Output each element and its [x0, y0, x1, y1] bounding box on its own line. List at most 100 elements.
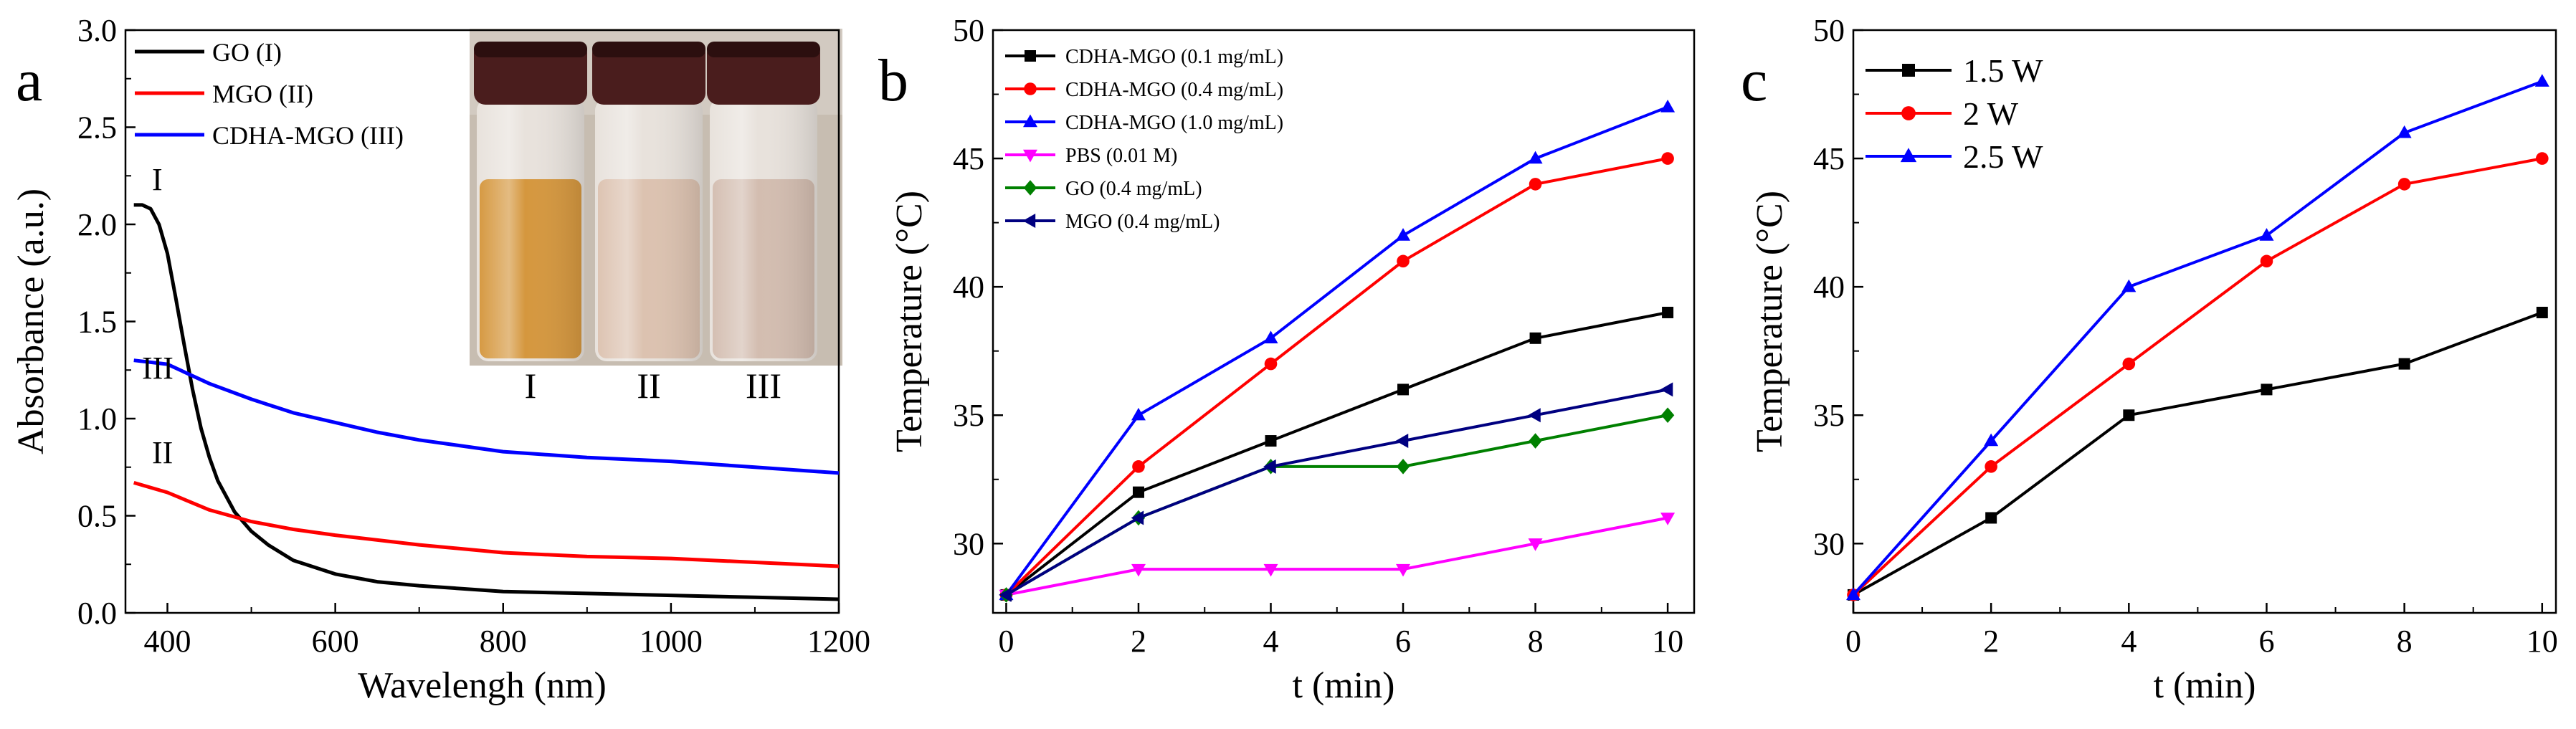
data-point: [2123, 409, 2135, 421]
legend-label: 1.5 W: [1963, 52, 2043, 89]
legend-label: CDHA-MGO (III): [212, 121, 404, 150]
legend-label: GO (0.4 mg/mL): [1065, 178, 1202, 200]
series-line-2: [1852, 157, 2543, 596]
panel-b-x-tick-label: 6: [1395, 624, 1411, 659]
data-point: [2260, 254, 2273, 268]
data-point: [2397, 178, 2411, 191]
data-point: [1529, 433, 1542, 449]
panel-b-y-tick-label: 40: [953, 270, 984, 305]
data-point: [1265, 435, 1277, 447]
vial-label: II: [637, 366, 660, 406]
panel-a-x-tick-label: 800: [480, 624, 527, 659]
panel-b-y-tick-label: 30: [953, 526, 984, 561]
data-point: [1660, 513, 1676, 525]
panel-a-y-tick-label: 0.0: [77, 596, 117, 631]
panel-c-x-tick-label: 6: [2258, 624, 2274, 659]
panel-a-letter: a: [16, 47, 42, 114]
panel-a-x-tick-label: 1200: [807, 624, 870, 659]
panel-b-x-tick-label: 10: [1652, 624, 1683, 659]
data-point: [1397, 383, 1410, 396]
data-point: [1132, 460, 1145, 473]
vial-label: I: [525, 366, 537, 406]
panel-a-y-tick-label: 2.0: [77, 207, 117, 242]
data-point: [1528, 538, 1543, 551]
legend: GO (I) MGO (II) CDHA-MGO (III): [135, 38, 404, 150]
inset-vials-photo: I II III: [470, 29, 842, 406]
data-point: [2536, 306, 2548, 318]
data-point: [2397, 125, 2412, 138]
data-point: [1660, 100, 1676, 113]
data-point: [1263, 563, 1278, 577]
panel-c-x-tick-label: 8: [2397, 624, 2413, 659]
vial-label: III: [746, 366, 781, 406]
panel-b-x-tick-label: 4: [1263, 624, 1279, 659]
data-point: [1662, 306, 1674, 318]
panel-a-y-tick-label: 3.0: [77, 13, 117, 48]
data-point: [2534, 74, 2549, 87]
data-point: [1396, 228, 1411, 241]
vial-sheen: [710, 99, 817, 361]
data-point: [1264, 357, 1278, 371]
legend-marker: [1025, 50, 1036, 62]
legend-label: CDHA-MGO (0.4 mg/mL): [1065, 79, 1283, 101]
series-line-1: [133, 203, 840, 601]
legend: CDHA-MGO (0.1 mg/mL) CDHA-MGO (0.4 mg/mL)…: [1005, 46, 1283, 233]
data-point: [1396, 563, 1411, 577]
series-line-3: [1004, 105, 1668, 596]
data-point: [1263, 459, 1276, 474]
legend-label: MGO (0.4 mg/mL): [1065, 211, 1220, 233]
legend-label: MGO (II): [212, 80, 313, 108]
data-point: [1985, 460, 1997, 473]
panel-b-x-tick-label: 2: [1131, 624, 1146, 659]
panel-c-plot-frame: [1852, 29, 2557, 614]
curve-label: I: [152, 162, 163, 197]
panel-b-y-tick-label: 35: [953, 398, 984, 433]
series-line-2: [1005, 157, 1668, 596]
panel-a-x-axis-label: Wavelengh (nm): [358, 665, 607, 706]
panel-b-x-tick-label: 8: [1528, 624, 1544, 659]
vial-cap-top: [474, 42, 587, 57]
legend-marker: [1900, 148, 1917, 163]
legend-label: PBS (0.01 M): [1065, 145, 1177, 167]
panel-a-y-tick-label: 2.5: [77, 110, 117, 146]
data-point: [2261, 383, 2273, 396]
data-point: [999, 587, 1012, 602]
curve-label: II: [152, 435, 173, 470]
data-point: [2259, 228, 2274, 241]
panel-b-y-tick-label: 45: [953, 141, 984, 176]
legend-label: CDHA-MGO (0.1 mg/mL): [1065, 46, 1283, 68]
data-point: [2122, 357, 2136, 371]
panel-c: c 0 2 4 6 8 10 30 35 40 45 50 t (min) Temperature (°…: [1741, 13, 2558, 706]
legend-marker: [1023, 149, 1037, 163]
series-line-2: [133, 480, 840, 568]
data-point: [1846, 587, 1860, 601]
series-line-3: [1852, 80, 2543, 596]
legend-label: CDHA-MGO (1.0 mg/mL): [1065, 112, 1283, 134]
panel-c-y-tick-label: 45: [1813, 141, 1845, 176]
series-line-4: [1006, 516, 1668, 596]
data-point: [1397, 254, 1410, 268]
data-point: [1263, 330, 1278, 343]
series-line-3: [133, 358, 840, 475]
panel-c-x-tick-label: 10: [2527, 624, 2558, 659]
vial-cap-top: [707, 42, 820, 57]
series-line-6: [1005, 388, 1668, 596]
data-point: [1984, 433, 1999, 447]
data-point: [1529, 332, 1541, 344]
data-point: [1661, 152, 1674, 165]
legend-marker: [1902, 64, 1915, 77]
legend-marker: [1023, 180, 1037, 196]
data-point: [1132, 486, 1144, 498]
vial-sheen: [477, 99, 584, 361]
panel-c-x-tick-label: 0: [1845, 624, 1861, 659]
data-point: [1528, 408, 1541, 423]
panel-c-y-axis-label: Temperature (°C): [1749, 191, 1790, 452]
data-point: [1131, 407, 1146, 421]
vial-cap-top: [592, 42, 705, 57]
data-point: [1396, 459, 1410, 475]
legend-marker: [1901, 106, 1916, 120]
panel-a: a I II III 400 600 800 1000 12000.00.51.01.52.…: [11, 13, 870, 706]
data-point: [1985, 512, 1997, 524]
panel-c-y-tick-label: 40: [1813, 270, 1845, 305]
